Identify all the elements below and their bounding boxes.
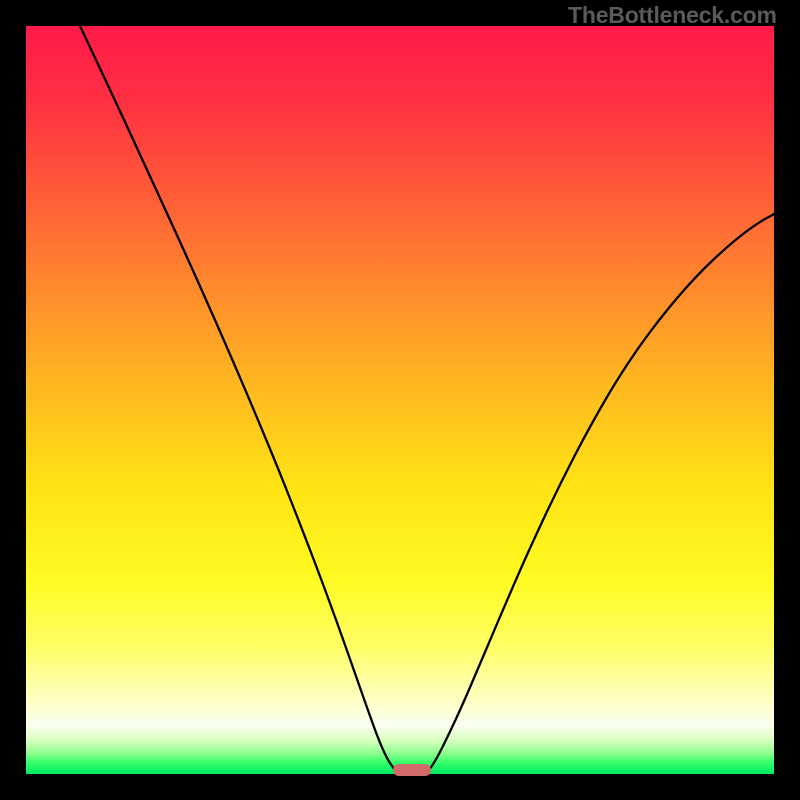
heat-gradient <box>26 26 774 774</box>
plot-area <box>26 26 774 774</box>
chart-frame: TheBottleneck.com <box>0 0 800 800</box>
watermark-text: TheBottleneck.com <box>568 2 777 29</box>
optimum-marker <box>393 764 431 776</box>
